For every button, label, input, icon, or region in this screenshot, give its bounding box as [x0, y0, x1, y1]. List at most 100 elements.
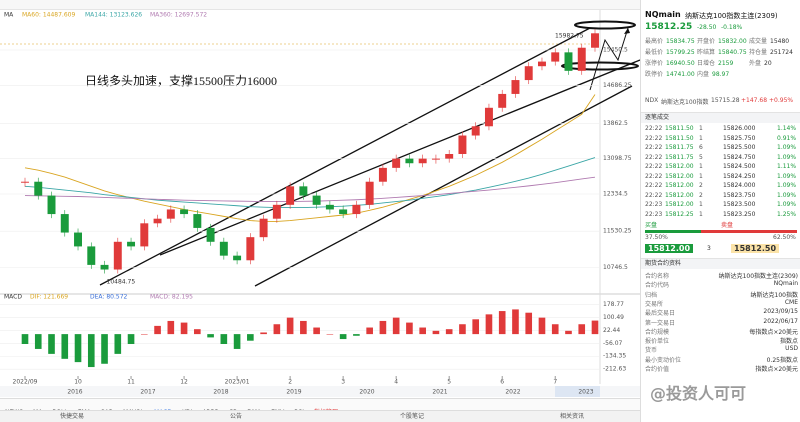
- contract-value: 每指数点×20美元: [749, 328, 798, 336]
- price-bar: [100, 264, 109, 270]
- price-bar: [219, 241, 228, 256]
- trade-cell: 15812.00: [665, 201, 694, 208]
- footer-tab[interactable]: 相关资讯: [560, 413, 585, 420]
- y-tick-label: 14686.25: [603, 82, 632, 89]
- price-bar: [511, 80, 520, 94]
- footer-tab[interactable]: 快捷交易: [60, 413, 85, 420]
- macd-bar: [591, 320, 599, 335]
- overview-label: 2020: [359, 389, 374, 396]
- macd-bar: [260, 332, 267, 335]
- macd-bar: [419, 327, 426, 335]
- book-ask[interactable]: 15812.50: [731, 244, 780, 253]
- stat: 内盘 98.97: [697, 69, 729, 78]
- contract-label: 合约规模: [645, 328, 670, 336]
- price-bar: [272, 204, 281, 219]
- stat-value: 15840.75: [718, 49, 747, 56]
- arrowhead: [624, 28, 630, 34]
- contract-label: 报价单位: [645, 338, 670, 346]
- trade-cell: 1: [699, 201, 703, 208]
- y-tick-label: 22.44: [603, 327, 620, 334]
- contract-label: 交易所: [645, 300, 664, 308]
- y-tick-label: 10746.5: [603, 264, 628, 271]
- macd-bar: [273, 324, 281, 335]
- path-arrow: [589, 27, 629, 91]
- price-bar: [418, 158, 427, 164]
- contract-value: USD: [785, 345, 798, 353]
- overview-label: 2018: [213, 389, 228, 396]
- macd-bar: [379, 320, 387, 335]
- legend-item: DEA: 80.572: [90, 294, 128, 301]
- macd-bar: [220, 334, 228, 344]
- trade-cell: 15811.50: [665, 125, 694, 132]
- stat-label: 成交量: [749, 38, 768, 45]
- stat-label: 涨停价: [645, 60, 664, 67]
- trade-cell: 15812.00: [665, 191, 694, 199]
- stat-value: 20: [764, 60, 772, 67]
- trade-cell: 15824.500: [723, 163, 756, 170]
- price-bar: [484, 107, 493, 127]
- macd-bar: [74, 334, 82, 363]
- macd-bar: [313, 327, 320, 335]
- macd-bar: [167, 320, 175, 335]
- y-tick-label: 11530.25: [603, 228, 632, 235]
- footer-tab[interactable]: 个股笔记: [400, 413, 425, 420]
- marker-ellipse: [561, 61, 639, 71]
- high-label: 15982.75: [555, 33, 584, 40]
- book-pct: 62.50%: [773, 234, 796, 241]
- macd-bar: [127, 334, 135, 344]
- price-bar: [471, 126, 480, 136]
- x-tick-label: 2022/09: [13, 379, 38, 386]
- macd-bar: [485, 314, 493, 335]
- price-bar: [140, 223, 149, 247]
- stat-value: 15480: [770, 38, 790, 45]
- trade-cell: 1.09%: [777, 191, 797, 199]
- annotation: 日线多头加速，支撑15500压力16000: [85, 73, 277, 88]
- quote-symbol: NQmain: [645, 10, 681, 19]
- macd-bar: [392, 317, 400, 335]
- price-bar: [246, 237, 255, 261]
- price-bar: [405, 158, 414, 164]
- legend-item: MACD: 82.195: [150, 294, 193, 301]
- price-bar: [458, 135, 467, 154]
- stat-label: 持仓量: [749, 49, 768, 56]
- x-tick-label: 7: [553, 379, 557, 386]
- book-bar-buy: [645, 230, 701, 233]
- contract-label: 合约代码: [645, 282, 670, 290]
- price-bar: [392, 158, 401, 168]
- stat: 最高价 15834.75: [645, 36, 695, 45]
- legend-item: MACD: [4, 294, 22, 301]
- price-bar: [378, 167, 387, 182]
- macd-bar: [114, 334, 122, 354]
- x-tick-label: 3: [341, 379, 345, 386]
- watermark: @投资人可可: [650, 384, 747, 403]
- footer-tab[interactable]: 公告: [230, 413, 243, 420]
- price-bar: [87, 246, 96, 265]
- low-label: 10484.75: [107, 279, 136, 286]
- stat: 最低价 15799.25: [645, 47, 695, 56]
- quote-change-pct: -0.18%: [721, 24, 743, 31]
- y-tick-label: 13098.75: [603, 155, 632, 162]
- quote-name: 纳斯达克100指数主连(2309): [685, 12, 778, 20]
- legend-item: MA144: 13123.626: [85, 12, 142, 19]
- trade-cell: 1: [699, 125, 703, 132]
- contract-label: 合约名称: [645, 273, 670, 280]
- trade-cell: 1.09%: [777, 144, 797, 151]
- trade-cell: 22:22: [645, 182, 663, 189]
- macd-bar: [538, 317, 546, 335]
- price-bar: [445, 154, 454, 159]
- macd-bar: [551, 324, 559, 335]
- macd-bar: [326, 334, 334, 335]
- contract-value: 纳斯达克100指数主连(2309): [718, 273, 798, 280]
- book-bar-sell: [701, 230, 797, 233]
- macd-bar: [207, 334, 214, 338]
- book-bid[interactable]: 15812.00: [645, 244, 694, 253]
- macd-bar: [61, 334, 69, 359]
- macd-bar: [247, 334, 254, 341]
- price-bar: [60, 214, 69, 233]
- trade-cell: 1: [699, 163, 703, 170]
- stat-label: 日增仓: [697, 60, 716, 67]
- x-tick-label: 2023/01: [225, 379, 250, 386]
- stat-value: 2159: [718, 60, 734, 67]
- stat: 外盘 20: [749, 58, 772, 67]
- macd-bar: [286, 317, 294, 335]
